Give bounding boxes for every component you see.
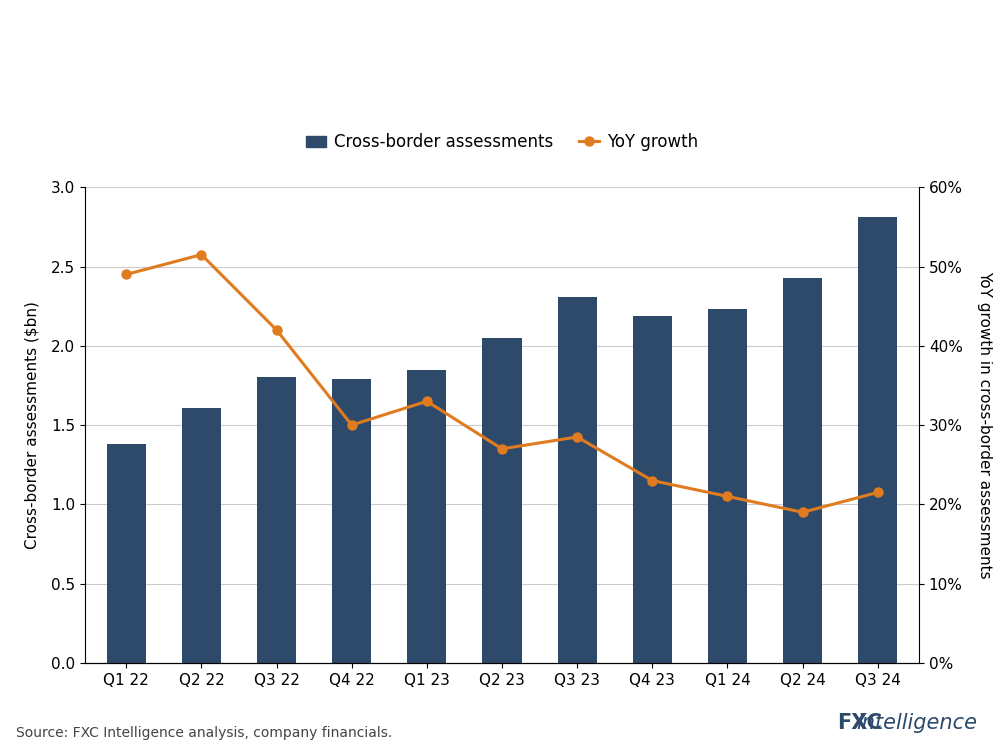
Bar <box>632 315 672 663</box>
Y-axis label: Cross-border assessments ($bn): Cross-border assessments ($bn) <box>25 301 40 549</box>
Text: intelligence: intelligence <box>856 712 977 733</box>
Bar <box>483 338 521 663</box>
Text: Mastercard sees rising cross-border assessment growth: Mastercard sees rising cross-border asse… <box>16 34 940 61</box>
Bar <box>557 297 596 663</box>
Text: Source: FXC Intelligence analysis, company financials.: Source: FXC Intelligence analysis, compa… <box>16 726 393 740</box>
Bar <box>257 377 296 663</box>
Legend: Cross-border assessments, YoY growth: Cross-border assessments, YoY growth <box>300 127 704 158</box>
Text: Mastercard quarterly cross-border assessments and growth rate, Q1 22-Q3 24: Mastercard quarterly cross-border assess… <box>16 100 723 118</box>
Bar <box>783 278 822 663</box>
Bar <box>708 309 747 663</box>
Text: FXC: FXC <box>837 712 882 733</box>
Bar <box>858 217 897 663</box>
Bar <box>408 369 447 663</box>
Bar <box>332 379 372 663</box>
Bar <box>107 444 146 663</box>
Bar <box>182 407 221 663</box>
Y-axis label: YoY growth in cross-border assessments: YoY growth in cross-border assessments <box>977 271 992 579</box>
